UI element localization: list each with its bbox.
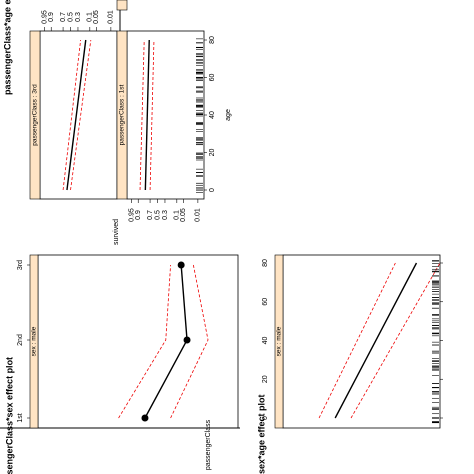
effect-point — [183, 336, 191, 344]
y-tick-label: 0.7 — [147, 210, 154, 220]
ci-lower — [350, 262, 441, 419]
y-tick-label: 0.1 — [174, 210, 181, 220]
effect-point — [141, 414, 149, 422]
ci-upper — [62, 39, 82, 191]
ci-upper — [118, 264, 171, 419]
panel-frame — [39, 30, 118, 200]
effect-line — [144, 39, 150, 191]
x-tick-label: 0 — [262, 416, 269, 420]
strip — [29, 254, 39, 429]
y-axis-label: survived — [113, 219, 120, 245]
y-tick-label: 0.9 — [48, 12, 55, 22]
x-tick-label: 1st — [17, 413, 24, 422]
chart-title: sex*age effect plot — [256, 394, 266, 474]
y-tick-label: 0.01 — [108, 10, 115, 24]
panel-frame — [37, 254, 239, 429]
effect-line — [144, 264, 188, 419]
ci-upper — [318, 262, 396, 419]
x-tick-label: 20 — [262, 375, 269, 383]
strip — [116, 30, 128, 200]
ci-lower — [70, 39, 92, 191]
y-tick-label: 0.7 — [60, 12, 67, 22]
effect-line — [66, 39, 87, 191]
x-axis-label: passengerClass — [205, 419, 212, 470]
y-tick-label: 0.9 — [135, 210, 142, 220]
x-tick-label: 60 — [262, 298, 269, 306]
strip — [116, 0, 128, 11]
y-tick-label: 0.3 — [75, 12, 82, 22]
y-tick-label: 0.05 — [93, 10, 100, 24]
x-tick-label: 3rd — [17, 260, 24, 270]
strip-label: sex : male — [276, 326, 283, 356]
x-tick-label: 0 — [209, 188, 216, 192]
y-tick-label: 0.3 — [162, 210, 169, 220]
effect-point — [177, 261, 185, 269]
chart-title: passengerClass*age effect plot — [2, 0, 12, 95]
strip — [29, 30, 41, 200]
strip-label: passengerClass : 3rd — [32, 84, 39, 146]
ci-lower — [170, 264, 209, 419]
x-tick-label: 80 — [209, 36, 216, 44]
y-tick-label: 0.95 — [129, 208, 136, 222]
ci-upper — [139, 39, 145, 191]
x-tick-label: 60 — [209, 74, 216, 82]
x-tick-label: 40 — [262, 337, 269, 345]
x-tick-label: 20 — [209, 149, 216, 157]
strip-label: sex : male — [31, 326, 38, 356]
x-axis-label: age — [225, 109, 232, 121]
y-tick-label: 0.5 — [154, 210, 161, 220]
y-tick-label: 0.95 — [42, 10, 49, 24]
strip-label: passengerClass : 1st — [119, 84, 126, 145]
y-tick-label: 0.1 — [87, 12, 94, 22]
ci-lower — [149, 39, 155, 191]
x-tick-label: 2nd — [17, 334, 24, 346]
panel-frame — [282, 254, 441, 429]
strip — [274, 254, 284, 429]
y-tick-label: 0.05 — [180, 208, 187, 222]
x-tick-label: 80 — [262, 259, 269, 267]
y-tick-label: 0.5 — [67, 12, 74, 22]
x-tick-label: 40 — [209, 111, 216, 119]
chart-title: passengerClass*sex effect plot — [4, 357, 14, 474]
y-tick-label: 0.01 — [195, 208, 202, 222]
effect-line — [334, 262, 418, 419]
panel-frame — [126, 30, 205, 200]
